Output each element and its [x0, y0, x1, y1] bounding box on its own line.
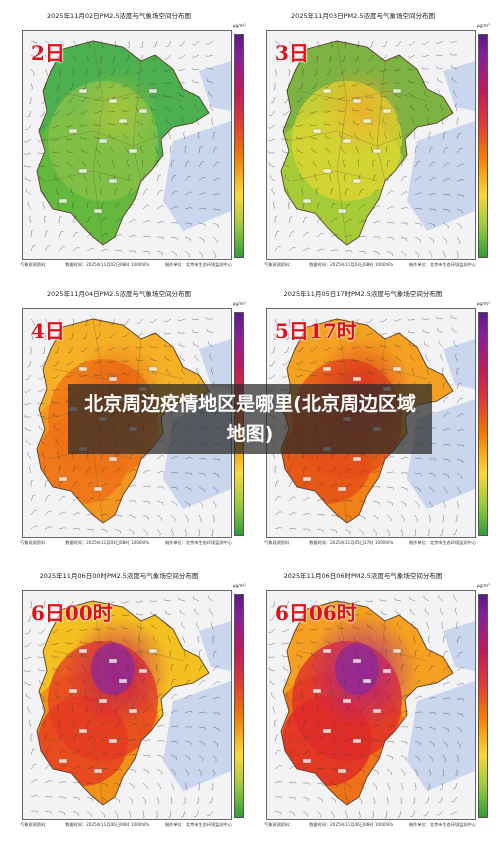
panel-footer: 气象观测资料： 数据时间：2025年11月03日08时 1000hPa 制作单位…	[264, 262, 476, 268]
colorbar	[478, 312, 488, 536]
region-outline	[36, 600, 210, 806]
colorbar-unit: μg/m³	[476, 302, 490, 307]
banner-title: 北京周边疫情地区是哪里(北京周边区域地图)	[84, 393, 416, 445]
footer-right: 制作单位：北京市生态环境监测中心	[408, 540, 476, 545]
day-label: 5日17时	[275, 319, 357, 343]
footer-left: 气象观测资料：	[264, 822, 294, 827]
footer-left: 气象观测资料：	[264, 540, 294, 545]
title-banner: 北京周边疫情地区是哪里(北京周边区域地图)	[68, 384, 432, 454]
footer-left: 气象观测资料：	[20, 262, 50, 267]
pm25-map	[23, 31, 231, 259]
map-frame: 6日06时	[266, 590, 476, 820]
wind-barbs	[23, 595, 221, 819]
footer-mid: 数据时间：2025年11月05日17时 1000hPa	[309, 540, 394, 545]
map-panel-5: 2025年11月06日00时PM2.5浓度与气象场空间分布图 6日00时 μg/…	[10, 566, 246, 834]
colorbar	[478, 34, 488, 258]
sea-area	[163, 681, 231, 791]
map-frame: 6日00时	[22, 590, 232, 820]
panel-title: 2025年11月02日PM2.5浓度与气象场空间分布图	[47, 12, 191, 20]
wind-barbs	[267, 594, 465, 819]
day-label: 2日	[31, 41, 65, 65]
sea-area	[443, 61, 475, 111]
panel-title: 2025年11月06日06时PM2.5浓度与气象场空间分布图	[283, 572, 443, 580]
panel-footer: 气象观测资料： 数据时间：2025年11月06日06时 1000hPa 制作单位…	[264, 822, 476, 828]
region-outline	[280, 40, 454, 246]
day-label: 4日	[31, 319, 65, 343]
colorbar-unit: μg/m³	[476, 24, 490, 29]
day-label: 6日00时	[31, 601, 113, 625]
footer-left: 气象观测资料：	[20, 540, 50, 545]
footer-left: 气象观测资料：	[20, 822, 50, 827]
station-markers	[302, 648, 402, 774]
station-markers	[58, 648, 158, 774]
footer-mid: 数据时间：2025年11月04日08时 1000hPa	[65, 540, 150, 545]
map-panel-6: 2025年11月06日06时PM2.5浓度与气象场空间分布图 6日06时 μg/…	[254, 566, 490, 834]
map-frame: 3日	[266, 30, 476, 260]
station-markers	[302, 88, 402, 214]
footer-right: 制作单位：北京市生态环境监测中心	[164, 822, 232, 827]
panel-footer: 气象观测资料： 数据时间：2025年11月05日17时 1000hPa 制作单位…	[264, 540, 476, 546]
map-panel-1: 2025年11月02日PM2.5浓度与气象场空间分布图 2日 μg/m³ 气象观…	[10, 6, 246, 274]
footer-mid: 数据时间：2025年11月03日08时 1000hPa	[309, 262, 394, 267]
colorbar	[234, 594, 244, 818]
colorbar-unit: μg/m³	[232, 302, 246, 307]
panel-title: 2025年11月05日17时PM2.5浓度与气象场空间分布图	[283, 290, 443, 298]
footer-right: 制作单位：北京市生态环境监测中心	[408, 822, 476, 827]
pm25-map	[267, 31, 475, 259]
colorbar-unit: μg/m³	[476, 584, 490, 589]
panel-footer: 气象观测资料： 数据时间：2025年11月02日08时 1000hPa 制作单位…	[20, 262, 232, 268]
region-outline	[36, 40, 210, 246]
sea-area	[199, 339, 231, 389]
wind-barbs	[23, 40, 221, 259]
colorbar-unit: μg/m³	[232, 584, 246, 589]
sea-area	[163, 121, 231, 231]
panel-title: 2025年11月04日PM2.5浓度与气象场空间分布图	[47, 290, 191, 298]
footer-right: 制作单位：北京市生态环境监测中心	[408, 262, 476, 267]
day-label: 6日06时	[275, 601, 357, 625]
panel-title: 2025年11月03日PM2.5浓度与气象场空间分布图	[291, 12, 435, 20]
pm25-map	[23, 591, 231, 819]
colorbar	[234, 34, 244, 258]
footer-right: 制作单位：北京市生态环境监测中心	[164, 540, 232, 545]
footer-mid: 数据时间：2025年11月06日06时 1000hPa	[309, 822, 394, 827]
sea-area	[199, 61, 231, 111]
footer-mid: 数据时间：2025年11月06日00时 1000hPa	[65, 822, 150, 827]
map-panel-2: 2025年11月03日PM2.5浓度与气象场空间分布图 3日 μg/m³ 气象观…	[254, 6, 490, 274]
footer-mid: 数据时间：2025年11月02日08时 1000hPa	[65, 262, 150, 267]
panel-footer: 气象观测资料： 数据时间：2025年11月06日00时 1000hPa 制作单位…	[20, 822, 232, 828]
sea-area	[407, 681, 475, 791]
sea-area	[443, 339, 475, 389]
region-outline	[280, 600, 454, 806]
sea-area	[199, 621, 231, 671]
sea-area	[443, 621, 475, 671]
footer-right: 制作单位：北京市生态环境监测中心	[164, 262, 232, 267]
pm25-map	[267, 591, 475, 819]
colorbar	[478, 594, 488, 818]
colorbar-unit: μg/m³	[232, 24, 246, 29]
station-markers	[58, 88, 158, 214]
day-label: 3日	[275, 41, 309, 65]
wind-barbs	[267, 40, 465, 259]
map-frame: 2日	[22, 30, 232, 260]
region-outline	[36, 318, 210, 524]
panel-title: 2025年11月06日00时PM2.5浓度与气象场空间分布图	[39, 572, 199, 580]
sea-area	[407, 121, 475, 231]
footer-left: 气象观测资料：	[264, 262, 294, 267]
panel-footer: 气象观测资料： 数据时间：2025年11月04日08时 1000hPa 制作单位…	[20, 540, 232, 546]
